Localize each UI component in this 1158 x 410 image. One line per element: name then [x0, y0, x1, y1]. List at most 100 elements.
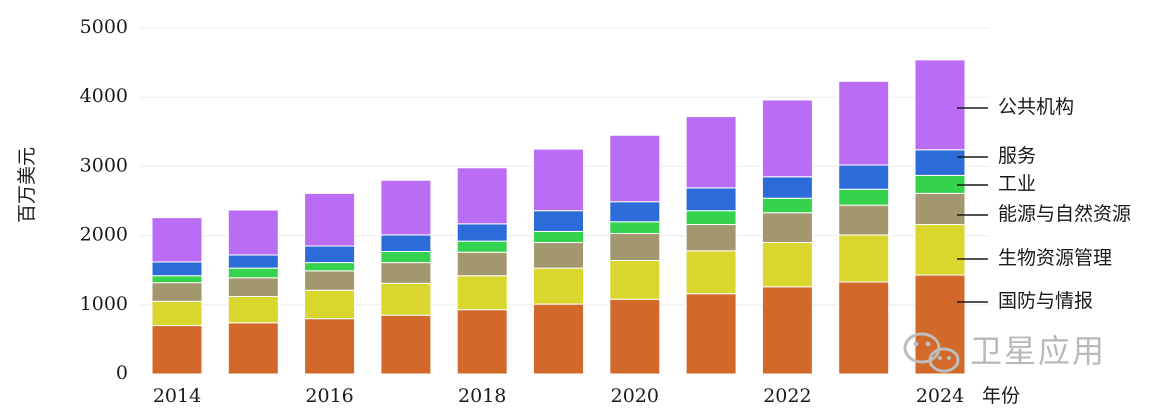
x-tick-label: 2020: [611, 385, 659, 407]
bar-segment: [838, 281, 890, 375]
legend-label: 公共机构: [998, 96, 1074, 118]
bar-segment: [761, 242, 813, 288]
x-tick-label: 2018: [458, 385, 506, 407]
bar-segment: [685, 116, 737, 189]
bar-segment: [761, 99, 813, 178]
bar-segment: [533, 303, 584, 375]
bar-segment: [685, 210, 737, 226]
bar-segment: [609, 201, 661, 223]
bar-segment: [456, 223, 508, 242]
bar-segment: [151, 261, 203, 277]
bar-segment: [304, 245, 356, 264]
bar-segment: [533, 148, 584, 212]
bar-segment: [685, 250, 737, 295]
bar-segment: [151, 300, 203, 327]
bar-segment: [227, 277, 279, 297]
bar-segment: [914, 192, 966, 226]
bars: [151, 59, 966, 375]
x-tick-label: 2022: [763, 385, 811, 407]
bar-segment: [838, 188, 890, 206]
bar-segment: [456, 240, 508, 253]
bar-stack-2022: [761, 99, 813, 375]
bar-segment: [304, 318, 356, 375]
bar-segment: [380, 179, 432, 236]
bar-segment: [456, 251, 508, 277]
bar-segment: [380, 234, 432, 253]
bar-segment: [609, 233, 661, 262]
bar-stack-2018: [456, 167, 508, 375]
bar-segment: [609, 260, 661, 300]
bar-segment: [761, 286, 813, 375]
bar-segment: [304, 192, 356, 247]
bar-segment: [304, 270, 356, 291]
bar-segment: [609, 298, 661, 375]
bar-segment: [380, 251, 432, 264]
bar-segment: [304, 289, 356, 320]
bar-segment: [227, 254, 279, 269]
bar-segment: [533, 242, 584, 269]
bar-segment: [761, 212, 813, 244]
bar-stack-2021: [685, 116, 737, 375]
wechat-icon: [903, 332, 960, 373]
bar-segment: [456, 275, 508, 311]
bar-stack-2015: [227, 209, 279, 375]
bar-segment: [151, 282, 203, 302]
y-tick-label: 3000: [80, 154, 128, 176]
bar-segment: [609, 221, 661, 235]
x-axis-title: 年份: [982, 385, 1020, 407]
y-axis-title: 百万美元: [16, 147, 38, 223]
y-tick-label: 1000: [80, 293, 128, 315]
bar-segment: [761, 197, 813, 214]
bar-stack-2017: [380, 179, 432, 375]
bar-segment: [533, 210, 584, 232]
legend-label: 生物资源管理: [998, 247, 1112, 269]
x-axis: 2014 2016 2018 2020 2022 2024: [153, 385, 964, 407]
bar-stack-2019: [533, 148, 584, 375]
bar-segment: [227, 322, 279, 375]
y-tick-label: 5000: [80, 16, 128, 38]
bar-segment: [380, 282, 432, 316]
bar-segment: [456, 309, 508, 375]
watermark-text: 卫星应用: [970, 332, 1106, 370]
legend-label: 能源与自然资源: [998, 203, 1131, 225]
bar-segment: [304, 262, 356, 272]
bar-segment: [838, 234, 890, 283]
bar-stack-2023: [838, 80, 890, 375]
bar-segment: [609, 134, 661, 203]
bar-segment: [914, 224, 966, 276]
bar-segment: [380, 262, 432, 284]
legend-label: 工业: [998, 173, 1036, 195]
y-tick-label: 4000: [80, 85, 128, 107]
bar-segment: [227, 295, 279, 324]
bar-segment: [533, 230, 584, 244]
legend-label: 服务: [998, 145, 1036, 167]
y-tick-label: 0: [116, 362, 128, 384]
bar-segment: [685, 293, 737, 375]
bar-segment: [151, 217, 203, 263]
bar-stack-2016: [304, 192, 356, 375]
bar-segment: [151, 325, 203, 375]
bar-segment: [456, 167, 508, 225]
x-tick-label: 2024: [916, 385, 964, 407]
bar-segment: [151, 275, 203, 284]
x-tick-label: 2016: [305, 385, 353, 407]
bar-segment: [227, 209, 279, 256]
bar-segment: [685, 224, 737, 252]
bar-segment: [533, 267, 584, 305]
bar-segment: [380, 314, 432, 375]
bar-stack-2014: [151, 217, 203, 375]
bar-segment: [685, 187, 737, 212]
bar-segment: [838, 204, 890, 236]
x-tick-label: 2014: [153, 385, 201, 407]
watermark: 卫星应用: [903, 332, 1106, 373]
bar-stack-2020: [609, 134, 661, 375]
y-axis: 0 1000 2000 3000 4000 5000: [80, 16, 128, 384]
y-tick-label: 2000: [80, 224, 128, 246]
legend-label: 国防与情报: [998, 290, 1093, 312]
bar-segment: [838, 80, 890, 166]
bar-segment: [914, 149, 966, 176]
bar-segment: [838, 164, 890, 190]
bar-segment: [761, 176, 813, 199]
